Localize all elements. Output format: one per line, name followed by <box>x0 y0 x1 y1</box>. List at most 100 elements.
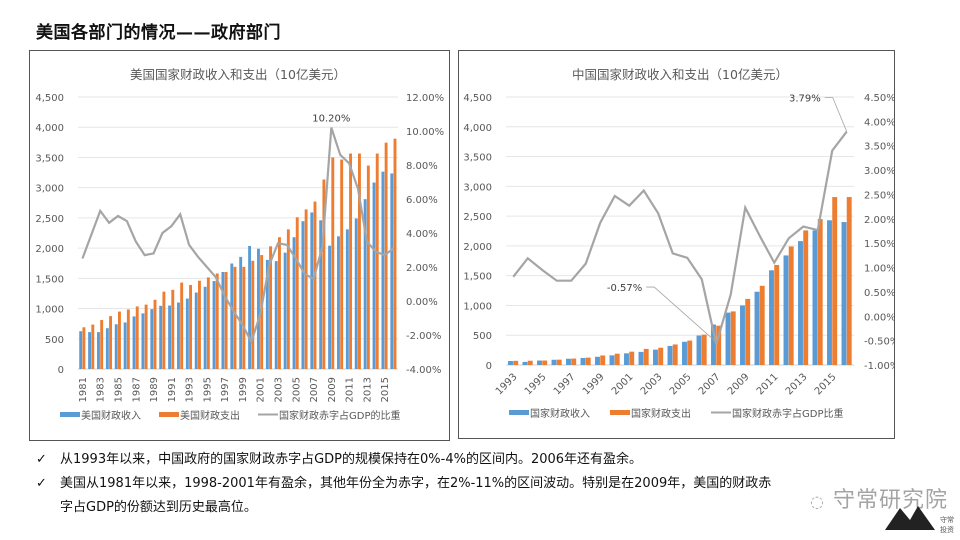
x-tick-label: 1995 <box>202 377 213 402</box>
bar-expenditure <box>118 311 121 369</box>
bar-expenditure <box>614 353 620 365</box>
bar-expenditure <box>774 264 780 365</box>
chart-title: 美国国家财政收入和支出（10亿美元） <box>130 67 346 82</box>
x-tick-label: 1981 <box>78 377 89 402</box>
y-right-tick-label: 4.50% <box>864 93 894 104</box>
bar-expenditure <box>340 159 344 369</box>
bar-revenue <box>221 271 225 369</box>
watermark: ◌ 守常研究院 <box>810 482 948 514</box>
bar-revenue <box>105 328 109 369</box>
bar-revenue <box>194 292 198 369</box>
x-tick-label: 1989 <box>149 377 160 402</box>
y-left-tick-label: 3,500 <box>463 153 492 164</box>
watermark-text: 守常研究院 <box>832 488 948 513</box>
y-right-tick-label: 3.50% <box>864 142 894 153</box>
x-tick-label: 1983 <box>96 377 107 402</box>
bar-revenue <box>265 259 269 369</box>
bar-revenue <box>168 305 172 369</box>
bar-revenue <box>159 305 163 369</box>
x-tick-label: 2015 <box>380 377 391 402</box>
x-tick-label: 1993 <box>185 377 196 402</box>
y-left-tick-label: 3,000 <box>463 182 492 193</box>
china-fiscal-chart: 中国国家财政收入和支出（10亿美元） 0 500 1,000 1,500 2,000 2,5… <box>458 50 895 439</box>
svg-text:守常: 守常 <box>940 515 954 524</box>
bar-revenue <box>310 212 314 369</box>
bar-revenue <box>566 358 571 365</box>
bar-revenue <box>667 345 673 365</box>
bar-expenditure <box>600 355 606 365</box>
y-right-tick-label: -2.00% <box>406 331 441 342</box>
y-right-tick-label: 1.50% <box>864 239 894 250</box>
bar-expenditure <box>144 304 148 369</box>
bar-revenue <box>337 236 340 369</box>
bar-revenue <box>522 361 528 365</box>
bar-revenue <box>132 316 136 369</box>
bar-expenditure <box>153 299 157 369</box>
x-tick-label: 2011 <box>755 372 781 398</box>
bar-revenue <box>177 302 180 369</box>
y-right-tick-label: 1.00% <box>864 264 894 275</box>
x-tick-label: 2011 <box>345 377 356 402</box>
y-left-tick-label: 4,500 <box>35 93 64 104</box>
x-tick-label: 1997 <box>552 372 578 398</box>
y-left-tick-label: 2,500 <box>463 212 492 223</box>
y-right-tick-label: 0.00% <box>406 297 438 308</box>
data-label: -0.57% <box>607 283 642 294</box>
bar-expenditure <box>629 351 635 365</box>
y-right-tick-label: 12.00% <box>406 93 444 104</box>
bar-expenditure <box>393 138 397 369</box>
bar-expenditure <box>832 197 838 365</box>
bar-expenditure <box>91 324 95 369</box>
y-left-tick-label: 3,500 <box>35 153 64 164</box>
bar-expenditure <box>224 271 228 369</box>
us-fiscal-chart-svg: 美国国家财政收入和支出（10亿美元） 0 500 1,000 1,500 2,000 2,5… <box>35 67 444 422</box>
bar-revenue <box>841 222 847 365</box>
x-tick-label: 1997 <box>220 377 231 402</box>
bar-revenue <box>740 305 745 365</box>
bar-revenue <box>363 199 367 369</box>
y-left-tick-label: 0 <box>58 365 64 376</box>
bar-expenditure <box>585 357 591 365</box>
chart-title: 中国国家财政收入和支出（10亿美元） <box>572 67 788 82</box>
x-tick-label: 2007 <box>697 372 723 398</box>
wechat-icon: ◌ <box>810 492 825 511</box>
brand-logo: 守常 投资 <box>885 506 954 534</box>
bar-expenditure <box>701 334 707 365</box>
data-label: 3.79% <box>789 94 821 105</box>
bar-expenditure <box>135 306 139 369</box>
y-left-tick-label: 4,000 <box>35 123 64 134</box>
x-tick-label: 2015 <box>813 372 839 398</box>
y-right-tick-label: 10.00% <box>406 127 444 138</box>
bar-revenue <box>212 281 216 369</box>
bar-revenue <box>292 237 296 369</box>
bar-expenditure <box>571 358 577 365</box>
y-left-tick-label: 0 <box>486 361 492 372</box>
bar-revenue <box>682 341 687 365</box>
bar-expenditure <box>233 266 237 369</box>
bar-expenditure <box>278 237 281 369</box>
bar-expenditure <box>817 219 823 365</box>
bar-revenue <box>345 229 349 369</box>
bar-revenue <box>812 230 818 365</box>
legend-label: 国家财政支出 <box>631 407 691 420</box>
bar-expenditure <box>215 273 219 369</box>
y-left-tick-label: 4,000 <box>463 123 492 134</box>
bar-expenditure <box>358 153 361 369</box>
x-tick-label: 2013 <box>362 377 373 402</box>
bar-revenue <box>88 332 92 369</box>
legend-label: 国家财政赤字占GDP比重 <box>732 407 843 420</box>
bullet-item: ✓ 从1993年以来，中国政府的国家财政赤字占GDP的规模保持在0%-4%的区间… <box>36 448 780 472</box>
bar-expenditure <box>846 197 852 365</box>
y-left-tick-label: 1,500 <box>35 274 64 285</box>
y-left-tick-label: 2,000 <box>35 244 64 255</box>
deficit-line <box>512 130 848 345</box>
y-left-tick-label: 1,500 <box>463 272 492 283</box>
bar-expenditure <box>658 347 664 365</box>
legend-swatch <box>159 412 179 417</box>
bar-revenue <box>390 173 394 369</box>
bar-revenue <box>725 312 731 365</box>
bar-expenditure <box>171 289 175 369</box>
x-tick-label: 1999 <box>581 372 607 398</box>
bar-revenue <box>609 355 615 365</box>
y-left-tick-label: 500 <box>45 335 64 346</box>
